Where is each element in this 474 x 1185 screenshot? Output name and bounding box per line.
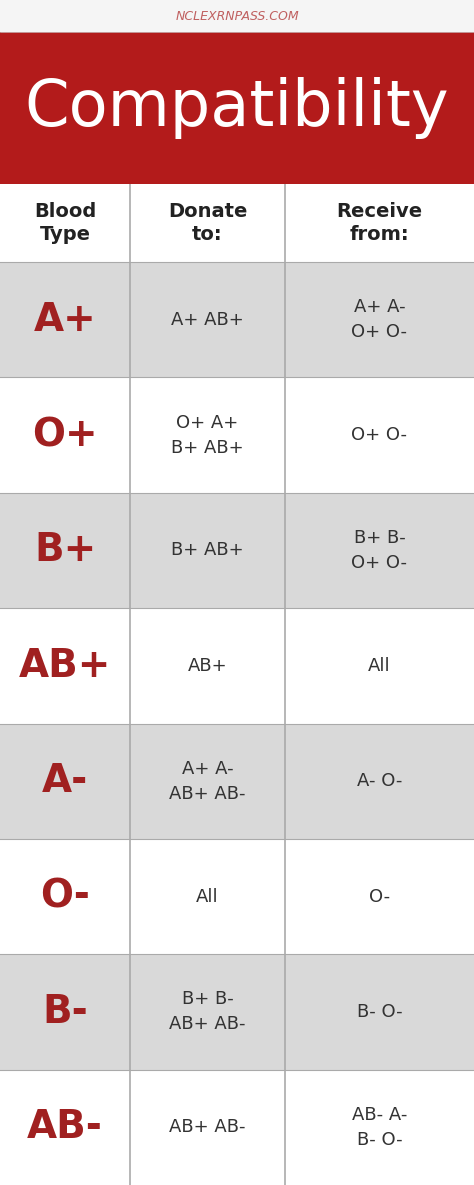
Text: All: All xyxy=(196,888,219,905)
Text: O-: O- xyxy=(369,888,390,905)
Text: A+ A-
AB+ AB-: A+ A- AB+ AB- xyxy=(169,760,246,802)
Bar xyxy=(0,262,474,377)
Text: AB+: AB+ xyxy=(19,647,111,685)
Bar xyxy=(0,493,474,608)
Text: NCLEXRNPASS.COM: NCLEXRNPASS.COM xyxy=(175,9,299,23)
Text: O+: O+ xyxy=(32,416,98,454)
Text: AB+: AB+ xyxy=(188,656,228,674)
Text: B+: B+ xyxy=(34,531,96,570)
Bar xyxy=(0,0,474,32)
Text: All: All xyxy=(368,656,391,674)
Text: A+: A+ xyxy=(34,301,96,339)
Bar xyxy=(0,184,474,262)
Text: Blood
Type: Blood Type xyxy=(34,201,96,244)
Text: Compatibility: Compatibility xyxy=(25,77,449,139)
Bar xyxy=(0,608,474,724)
Text: O-: O- xyxy=(40,878,90,916)
Text: B- O-: B- O- xyxy=(357,1003,402,1021)
Text: B+ B-
O+ O-: B+ B- O+ O- xyxy=(352,529,408,572)
Text: AB-: AB- xyxy=(27,1108,103,1146)
Bar xyxy=(0,1070,474,1185)
Text: B+ B-
AB+ AB-: B+ B- AB+ AB- xyxy=(169,991,246,1033)
Bar xyxy=(0,377,474,493)
Text: Receive
from:: Receive from: xyxy=(337,201,422,244)
Text: O+ A+
B+ AB+: O+ A+ B+ AB+ xyxy=(171,414,244,456)
Bar xyxy=(0,32,474,184)
Text: A- O-: A- O- xyxy=(357,773,402,790)
Text: AB+ AB-: AB+ AB- xyxy=(169,1119,246,1136)
Text: B-: B- xyxy=(42,993,88,1031)
Bar xyxy=(0,954,474,1070)
Text: A+ A-
O+ O-: A+ A- O+ O- xyxy=(352,299,408,341)
Bar xyxy=(0,724,474,839)
Text: A-: A- xyxy=(42,762,88,800)
Bar xyxy=(0,839,474,954)
Text: Donate
to:: Donate to: xyxy=(168,201,247,244)
Text: O+ O-: O+ O- xyxy=(352,427,408,444)
Text: AB- A-
B- O-: AB- A- B- O- xyxy=(352,1106,407,1148)
Text: A+ AB+: A+ AB+ xyxy=(171,310,244,328)
Text: B+ AB+: B+ AB+ xyxy=(171,542,244,559)
